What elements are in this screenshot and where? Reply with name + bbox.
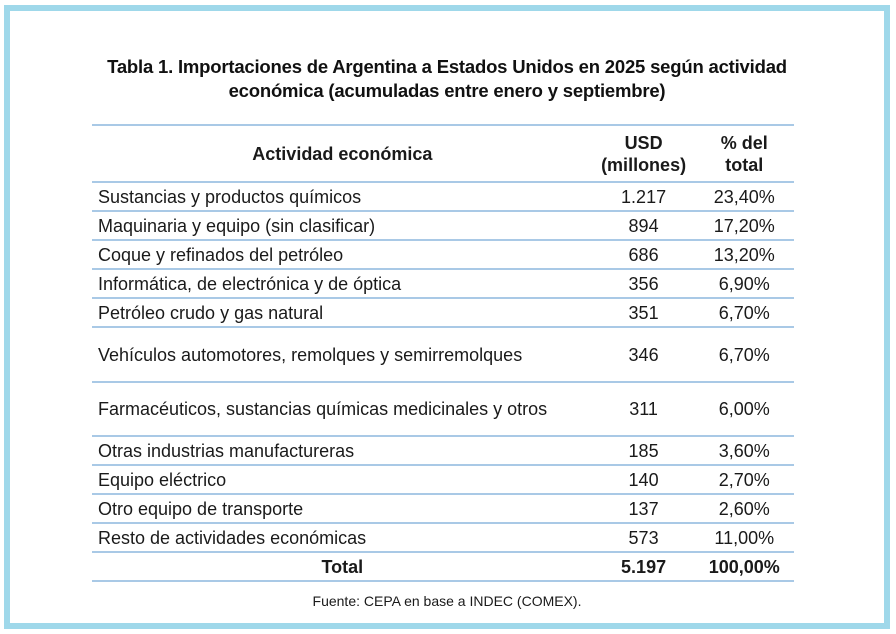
usd-cell: 311 [592, 382, 695, 437]
activity-cell: Otro equipo de transporte [92, 494, 593, 524]
table-row: Equipo eléctrico 140 2,70% [92, 465, 794, 495]
pct-cell: 2,70% [694, 465, 794, 495]
table-row: Sustancias y productos químicos 1.217 23… [92, 182, 794, 212]
usd-cell: 894 [592, 211, 695, 241]
activity-cell: Informática, de electrónica y de óptica [92, 269, 593, 299]
activity-cell: Sustancias y productos químicos [92, 182, 593, 212]
header-pct-line-2: total [725, 154, 764, 175]
table-row: Maquinaria y equipo (sin clasificar) 894… [92, 211, 794, 241]
usd-cell: 137 [592, 494, 695, 524]
activity-cell: Equipo eléctrico [92, 465, 593, 495]
total-pct: 100,00% [694, 552, 794, 582]
activity-cell: Vehículos automotores, remolques y semir… [92, 327, 593, 383]
table-title: Tabla 1. Importaciones de Argentina a Es… [10, 55, 884, 103]
header-pct-line-1: % del [720, 132, 768, 153]
pct-cell: 6,90% [694, 269, 794, 299]
header-activity: Actividad económica [92, 124, 593, 183]
table-header-row: Actividad económica USD (millones) % del… [92, 124, 794, 183]
pct-cell: 6,70% [694, 298, 794, 328]
total-usd: 5.197 [592, 552, 695, 582]
usd-cell: 356 [592, 269, 695, 299]
table-row: Resto de actividades económicas 573 11,0… [92, 523, 794, 553]
activity-cell: Farmacéuticos, sustancias químicas medic… [92, 382, 593, 437]
table-row: Farmacéuticos, sustancias químicas medic… [92, 382, 794, 437]
activity-cell: Maquinaria y equipo (sin clasificar) [92, 211, 593, 241]
total-row: Total 5.197 100,00% [92, 552, 794, 582]
pct-cell: 11,00% [694, 523, 794, 553]
activity-cell: Coque y refinados del petróleo [92, 240, 593, 270]
source-note: Fuente: CEPA en base a INDEC (COMEX). [312, 593, 582, 609]
pct-cell: 3,60% [694, 436, 794, 466]
imports-table: Actividad económica USD (millones) % del… [92, 124, 794, 582]
table-row: Otro equipo de transporte 137 2,60% [92, 494, 794, 524]
header-usd-line-1: USD [624, 132, 663, 153]
table-title-line-1: Tabla 1. Importaciones de Argentina a Es… [107, 56, 787, 77]
usd-cell: 573 [592, 523, 695, 553]
header-pct: % del total [694, 124, 794, 183]
table-row: Petróleo crudo y gas natural 351 6,70% [92, 298, 794, 328]
table-row: Vehículos automotores, remolques y semir… [92, 327, 794, 383]
usd-cell: 346 [592, 327, 695, 383]
table-row: Otras industrias manufactureras 185 3,60… [92, 436, 794, 466]
usd-cell: 1.217 [592, 182, 695, 212]
pct-cell: 17,20% [694, 211, 794, 241]
activity-cell: Resto de actividades económicas [92, 523, 593, 553]
table-row: Informática, de electrónica y de óptica … [92, 269, 794, 299]
pct-cell: 6,70% [694, 327, 794, 383]
pct-cell: 23,40% [694, 182, 794, 212]
table-title-line-2: económica (acumuladas entre enero y sept… [228, 80, 666, 101]
total-label: Total [92, 552, 593, 582]
usd-cell: 140 [592, 465, 695, 495]
header-usd-line-2: (millones) [601, 154, 687, 175]
pct-cell: 2,60% [694, 494, 794, 524]
usd-cell: 351 [592, 298, 695, 328]
usd-cell: 686 [592, 240, 695, 270]
activity-cell: Petróleo crudo y gas natural [92, 298, 593, 328]
document-frame: Tabla 1. Importaciones de Argentina a Es… [4, 5, 890, 629]
table-row: Coque y refinados del petróleo 686 13,20… [92, 240, 794, 270]
pct-cell: 6,00% [694, 382, 794, 437]
header-usd: USD (millones) [592, 124, 695, 183]
usd-cell: 185 [592, 436, 695, 466]
activity-cell: Otras industrias manufactureras [92, 436, 593, 466]
pct-cell: 13,20% [694, 240, 794, 270]
